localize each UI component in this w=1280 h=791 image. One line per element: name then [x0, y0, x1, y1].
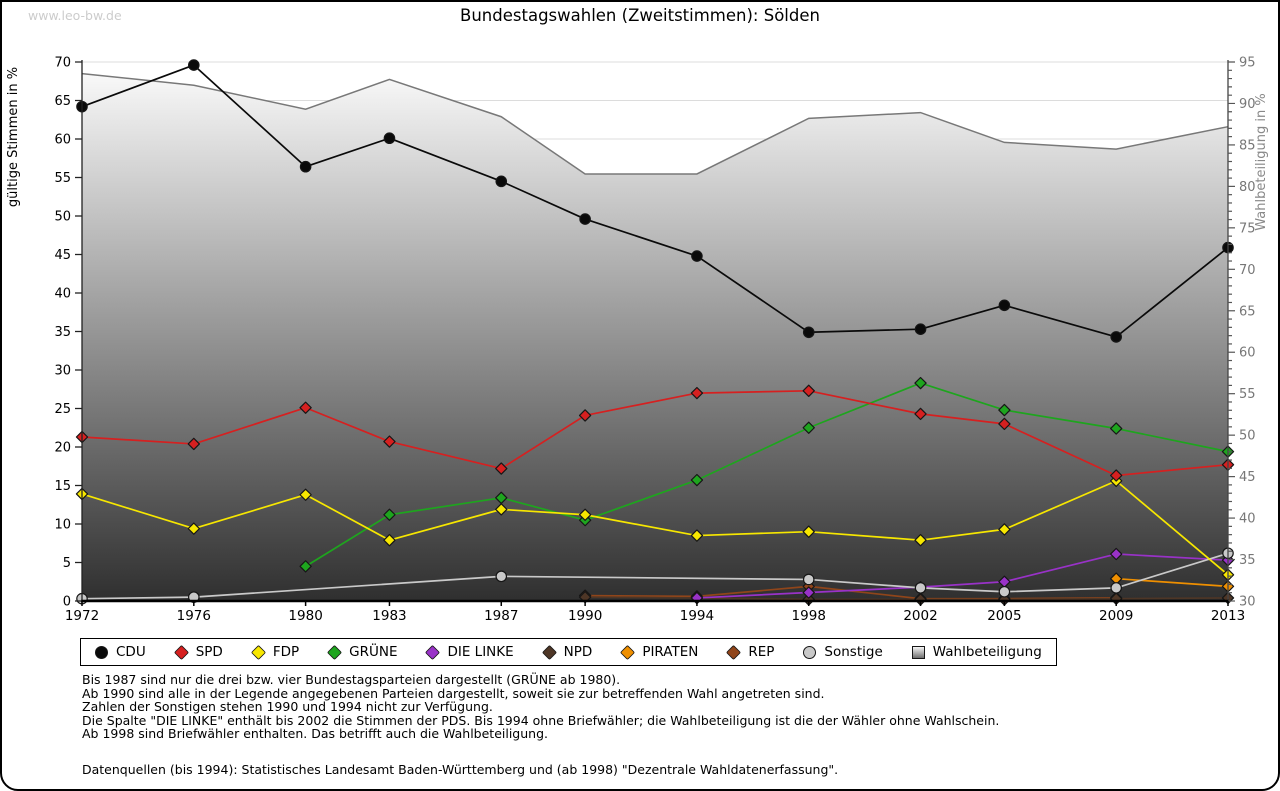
svg-text:40: 40 — [54, 287, 71, 302]
svg-text:45: 45 — [54, 248, 71, 263]
svg-text:1987: 1987 — [484, 608, 518, 624]
svg-text:65: 65 — [1239, 304, 1256, 319]
svg-text:1980: 1980 — [288, 608, 322, 624]
chart-title: Bundestagswahlen (Zweitstimmen): Sölden — [460, 6, 820, 25]
footnote-line: Ab 1998 sind Briefwähler enthalten. Das … — [82, 726, 548, 741]
series-spd — [75, 384, 1235, 482]
right-axis-title: Wahlbeteiligung in % — [1254, 93, 1269, 230]
svg-text:1998: 1998 — [792, 608, 826, 624]
svg-text:80: 80 — [1239, 180, 1256, 195]
footnote-gap — [82, 741, 999, 763]
legend-label: SPD — [195, 644, 223, 660]
legend-item-fdp: FDP — [250, 644, 300, 660]
legend-label: CDU — [116, 644, 146, 660]
piraten-swatch-icon — [620, 644, 636, 660]
svg-text:35: 35 — [54, 325, 71, 340]
legend-label: NPD — [563, 644, 593, 660]
legend-label: REP — [748, 644, 775, 660]
fdp-swatch-icon — [250, 644, 266, 660]
spd-swatch-icon — [173, 644, 189, 660]
svg-text:1994: 1994 — [680, 608, 714, 624]
grüne-swatch-icon — [327, 644, 343, 660]
legend-label: PIRATEN — [642, 644, 699, 660]
footnote-line: Zahlen der Sonstigen stehen 1990 und 199… — [82, 699, 493, 714]
legend-item-npd: NPD — [541, 644, 593, 660]
legend-label: FDP — [272, 644, 300, 660]
npd-swatch-icon — [541, 644, 557, 660]
svg-text:90: 90 — [1239, 97, 1256, 112]
legend-item-grüne: GRÜNE — [327, 644, 398, 660]
die-linke-swatch-icon — [425, 644, 441, 660]
svg-text:65: 65 — [54, 94, 71, 109]
wahlbeteiligung-swatch-icon — [911, 645, 925, 659]
legend-item-spd: SPD — [173, 644, 223, 660]
legend-item-wahlbeteiligung: Wahlbeteiligung — [911, 644, 1042, 660]
svg-text:60: 60 — [1239, 346, 1256, 361]
svg-text:1976: 1976 — [177, 608, 211, 624]
svg-text:2002: 2002 — [903, 608, 937, 624]
legend-label: GRÜNE — [349, 644, 398, 660]
svg-text:5: 5 — [63, 556, 71, 571]
legend-label: Sonstige — [824, 644, 883, 660]
legend-item-rep: REP — [726, 644, 775, 660]
svg-text:2009: 2009 — [1099, 608, 1133, 624]
svg-text:75: 75 — [1239, 221, 1256, 236]
svg-text:40: 40 — [1239, 512, 1256, 527]
chart-plot-area: 0 5 10 15 20 25 30 35 40 45 50 55 60 65 70 30 35 40 45 50 55… — [6, 56, 1269, 625]
sonstige-swatch-icon — [803, 645, 817, 659]
svg-text:20: 20 — [54, 441, 71, 456]
svg-text:95: 95 — [1239, 56, 1256, 71]
rep-swatch-icon — [726, 644, 742, 660]
series-line-wahlbeteiligung — [81, 72, 1229, 175]
footnote-line: Datenquellen (bis 1994): Statistisches L… — [82, 761, 839, 777]
svg-text:35: 35 — [1239, 553, 1256, 568]
svg-text:30: 30 — [1239, 595, 1256, 610]
svg-text:60: 60 — [54, 133, 71, 148]
svg-text:55: 55 — [1239, 387, 1256, 402]
footnote-line: Bis 1987 sind nur die drei bzw. vier Bun… — [82, 672, 621, 687]
legend-item-sonstige: Sonstige — [803, 644, 883, 660]
series-cdu — [76, 59, 1234, 343]
svg-text:25: 25 — [54, 402, 71, 417]
svg-text:0: 0 — [63, 595, 71, 610]
series-area-wahlbeteiligung — [82, 73, 1228, 601]
footnote-line: Ab 1990 sind alle in der Legende angegeb… — [82, 685, 825, 701]
left-axis-title: gültige Stimmen in % — [6, 67, 21, 207]
legend-label: Wahlbeteiligung — [932, 644, 1042, 660]
series-sonstige — [76, 547, 1234, 605]
svg-text:50: 50 — [54, 210, 71, 225]
svg-text:55: 55 — [54, 171, 71, 186]
watermark: www.leo-bw.de — [28, 8, 122, 23]
svg-text:70: 70 — [1239, 263, 1256, 278]
svg-text:2013: 2013 — [1211, 608, 1245, 624]
svg-text:50: 50 — [1239, 429, 1256, 444]
legend-label: DIE LINKE — [447, 644, 514, 660]
svg-text:1990: 1990 — [568, 608, 602, 624]
svg-text:85: 85 — [1239, 138, 1256, 153]
chart-legend: CDU SPD FDP GRÜNE DIE LINKE NPD PIRATEN REP Sons… — [80, 638, 1057, 666]
legend-item-piraten: PIRATEN — [620, 644, 699, 660]
chart-footnotes: Bis 1987 sind nur die drei bzw. vier Bun… — [82, 673, 999, 776]
svg-text:2005: 2005 — [987, 608, 1021, 624]
svg-text:1972: 1972 — [65, 608, 99, 624]
svg-text:30: 30 — [54, 364, 71, 379]
axes: 0 5 10 15 20 25 30 35 40 45 50 55 60 65 70 30 35 40 45 50 55… — [6, 56, 1269, 625]
svg-text:1983: 1983 — [372, 608, 406, 624]
footnote-line: Die Spalte "DIE LINKE" enthält bis 2002 … — [82, 712, 1000, 728]
legend-item-die-linke: DIE LINKE — [425, 644, 514, 660]
svg-text:70: 70 — [54, 56, 71, 71]
legend-item-cdu: CDU — [95, 644, 146, 660]
svg-text:45: 45 — [1239, 470, 1256, 485]
svg-text:10: 10 — [54, 518, 71, 533]
svg-text:15: 15 — [54, 479, 71, 494]
cdu-swatch-icon — [95, 645, 108, 659]
